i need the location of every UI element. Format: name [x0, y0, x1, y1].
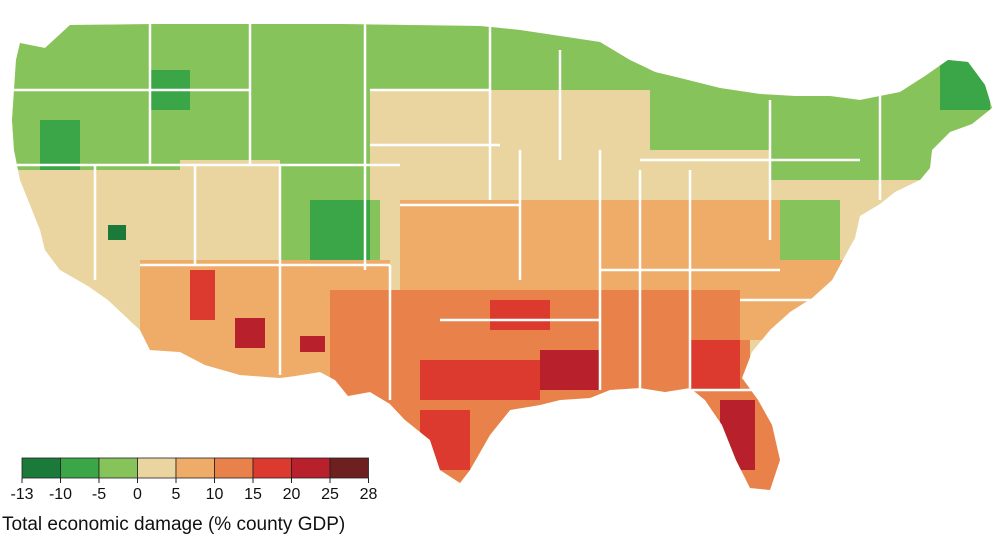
legend-ticks: -13 -10 -5 0 5 10 15 20 25 28: [10, 478, 378, 503]
legend-tick-label: 10: [206, 486, 224, 503]
region-northern-plains: [250, 24, 500, 90]
legend-title: Total economic damage (% county GDP): [2, 514, 345, 535]
legend-swatch: [21, 457, 61, 479]
legend-swatch: [214, 457, 254, 479]
region-arizona-hot: [190, 270, 215, 320]
legend-tick-label: 25: [321, 486, 339, 503]
region-great-basin: [180, 160, 280, 260]
legend-tick-label: 28: [360, 486, 378, 503]
legend-tick-label: 20: [283, 486, 301, 503]
legend-tick-label: -10: [49, 486, 72, 503]
legend-swatch: [252, 457, 292, 479]
legend-swatches: [21, 457, 369, 479]
state-borders: [12, 24, 882, 400]
legend-swatch: [291, 457, 331, 479]
region-phoenix-hot: [235, 318, 265, 348]
region-washington-cool: [40, 120, 80, 170]
region-colorado-cool: [310, 200, 370, 260]
region-louisiana-hot: [540, 350, 600, 390]
legend-tick-label: 0: [133, 486, 142, 503]
legend-tick-label: 5: [172, 486, 181, 503]
legend-swatch: [60, 457, 100, 479]
legend-swatch: [137, 457, 177, 479]
region-east-texas-hot: [420, 360, 540, 400]
region-new-mexico-hot: [300, 336, 325, 352]
region-oklahoma-hot: [490, 300, 550, 330]
legend-tick-label: -5: [92, 486, 106, 503]
region-georgia-hot: [690, 340, 740, 390]
legend-swatch: [329, 457, 369, 479]
legend-tick-label: -13: [10, 486, 33, 503]
legend-swatch: [98, 457, 138, 479]
legend-tick-label: 15: [244, 486, 262, 503]
legend-swatch: [175, 457, 215, 479]
